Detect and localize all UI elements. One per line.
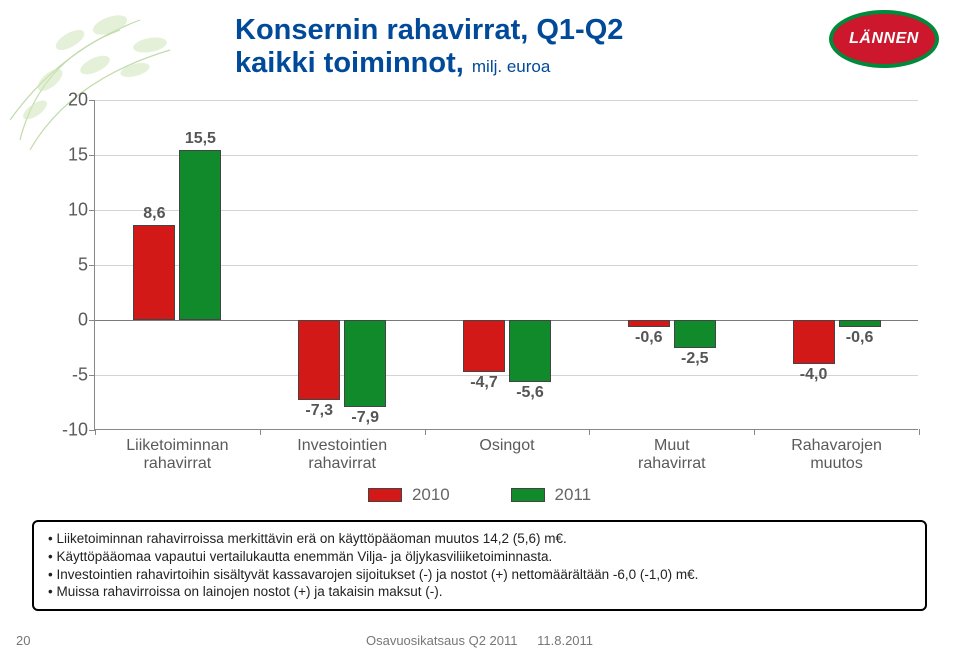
y-tick-label: 15 — [68, 145, 88, 166]
legend-item-2010: 2010 — [368, 485, 450, 505]
y-tick-label: 10 — [68, 200, 88, 221]
bar — [133, 225, 175, 320]
legend: 2010 2011 — [0, 485, 959, 507]
title-line1: Konsernin rahavirrat, Q1-Q2 — [235, 14, 623, 47]
bar — [839, 320, 881, 327]
category-label: Investointienrahavirrat — [252, 437, 432, 474]
category-label: Liiketoiminnanrahavirrat — [87, 437, 267, 474]
note-line: • Investointien rahavirtoihin sisältyvät… — [48, 566, 911, 584]
footer-caption: Osavuosikatsaus Q2 2011 11.8.2011 — [366, 633, 593, 648]
bar — [509, 320, 551, 382]
category-label: Osingot — [417, 437, 597, 455]
bar-value-label: -4,0 — [784, 366, 844, 384]
cashflow-bar-chart: -10-505101520 8,615,5Liiketoiminnanrahav… — [38, 100, 918, 430]
category-group: -0,6-2,5Muutrahavirrat — [589, 100, 754, 429]
bar-value-label: -7,9 — [335, 409, 395, 427]
title-line2: kaikki toiminnot, milj. euroa — [235, 47, 623, 80]
legend-swatch-2011 — [511, 488, 545, 502]
category-group: -4,0-0,6Rahavarojenmuutos — [754, 100, 919, 429]
category-group: -4,7-5,6Osingot — [425, 100, 590, 429]
bar — [179, 150, 221, 321]
bar-value-label: 15,5 — [170, 130, 230, 148]
bar-value-label: -0,6 — [619, 329, 679, 347]
bar — [298, 320, 340, 400]
plot-area: 8,615,5Liiketoiminnanrahavirrat-7,3-7,9I… — [94, 100, 918, 430]
category-label: Muutrahavirrat — [582, 437, 762, 474]
bar-value-label: -2,5 — [665, 350, 725, 368]
legend-item-2011: 2011 — [511, 485, 592, 505]
y-axis: -10-505101520 — [38, 100, 94, 430]
bar-value-label: 8,6 — [124, 205, 184, 223]
y-tick-label: -10 — [62, 420, 88, 441]
bar — [674, 320, 716, 348]
chart-title: Konsernin rahavirrat, Q1-Q2 kaikki toimi… — [235, 14, 623, 81]
note-line: • Muissa rahavirroissa on lainojen nosto… — [48, 583, 911, 601]
bar — [463, 320, 505, 372]
y-tick-label: -5 — [72, 365, 88, 386]
y-tick-label: 5 — [78, 255, 88, 276]
legend-label-2011: 2011 — [555, 485, 592, 505]
note-line: • Liiketoiminnan rahavirroissa merkittäv… — [48, 530, 911, 548]
legend-label-2010: 2010 — [412, 485, 450, 505]
brand-logo: LÄNNEN — [829, 10, 939, 68]
bar — [628, 320, 670, 327]
bar-value-label: -5,6 — [500, 384, 560, 402]
note-line: • Käyttöpääomaa vapautui vertailukautta … — [48, 548, 911, 566]
bar — [344, 320, 386, 407]
bar-value-label: -0,6 — [830, 329, 890, 347]
category-group: -7,3-7,9Investointienrahavirrat — [260, 100, 425, 429]
category-group: 8,615,5Liiketoiminnanrahavirrat — [95, 100, 260, 429]
brand-logo-text: LÄNNEN — [849, 30, 919, 48]
legend-swatch-2010 — [368, 488, 402, 502]
y-tick-label: 20 — [68, 90, 88, 111]
page-number: 20 — [16, 633, 30, 648]
notes-box: • Liiketoiminnan rahavirroissa merkittäv… — [32, 520, 927, 611]
y-tick-label: 0 — [78, 310, 88, 331]
category-label: Rahavarojenmuutos — [747, 437, 927, 474]
bar — [793, 320, 835, 364]
